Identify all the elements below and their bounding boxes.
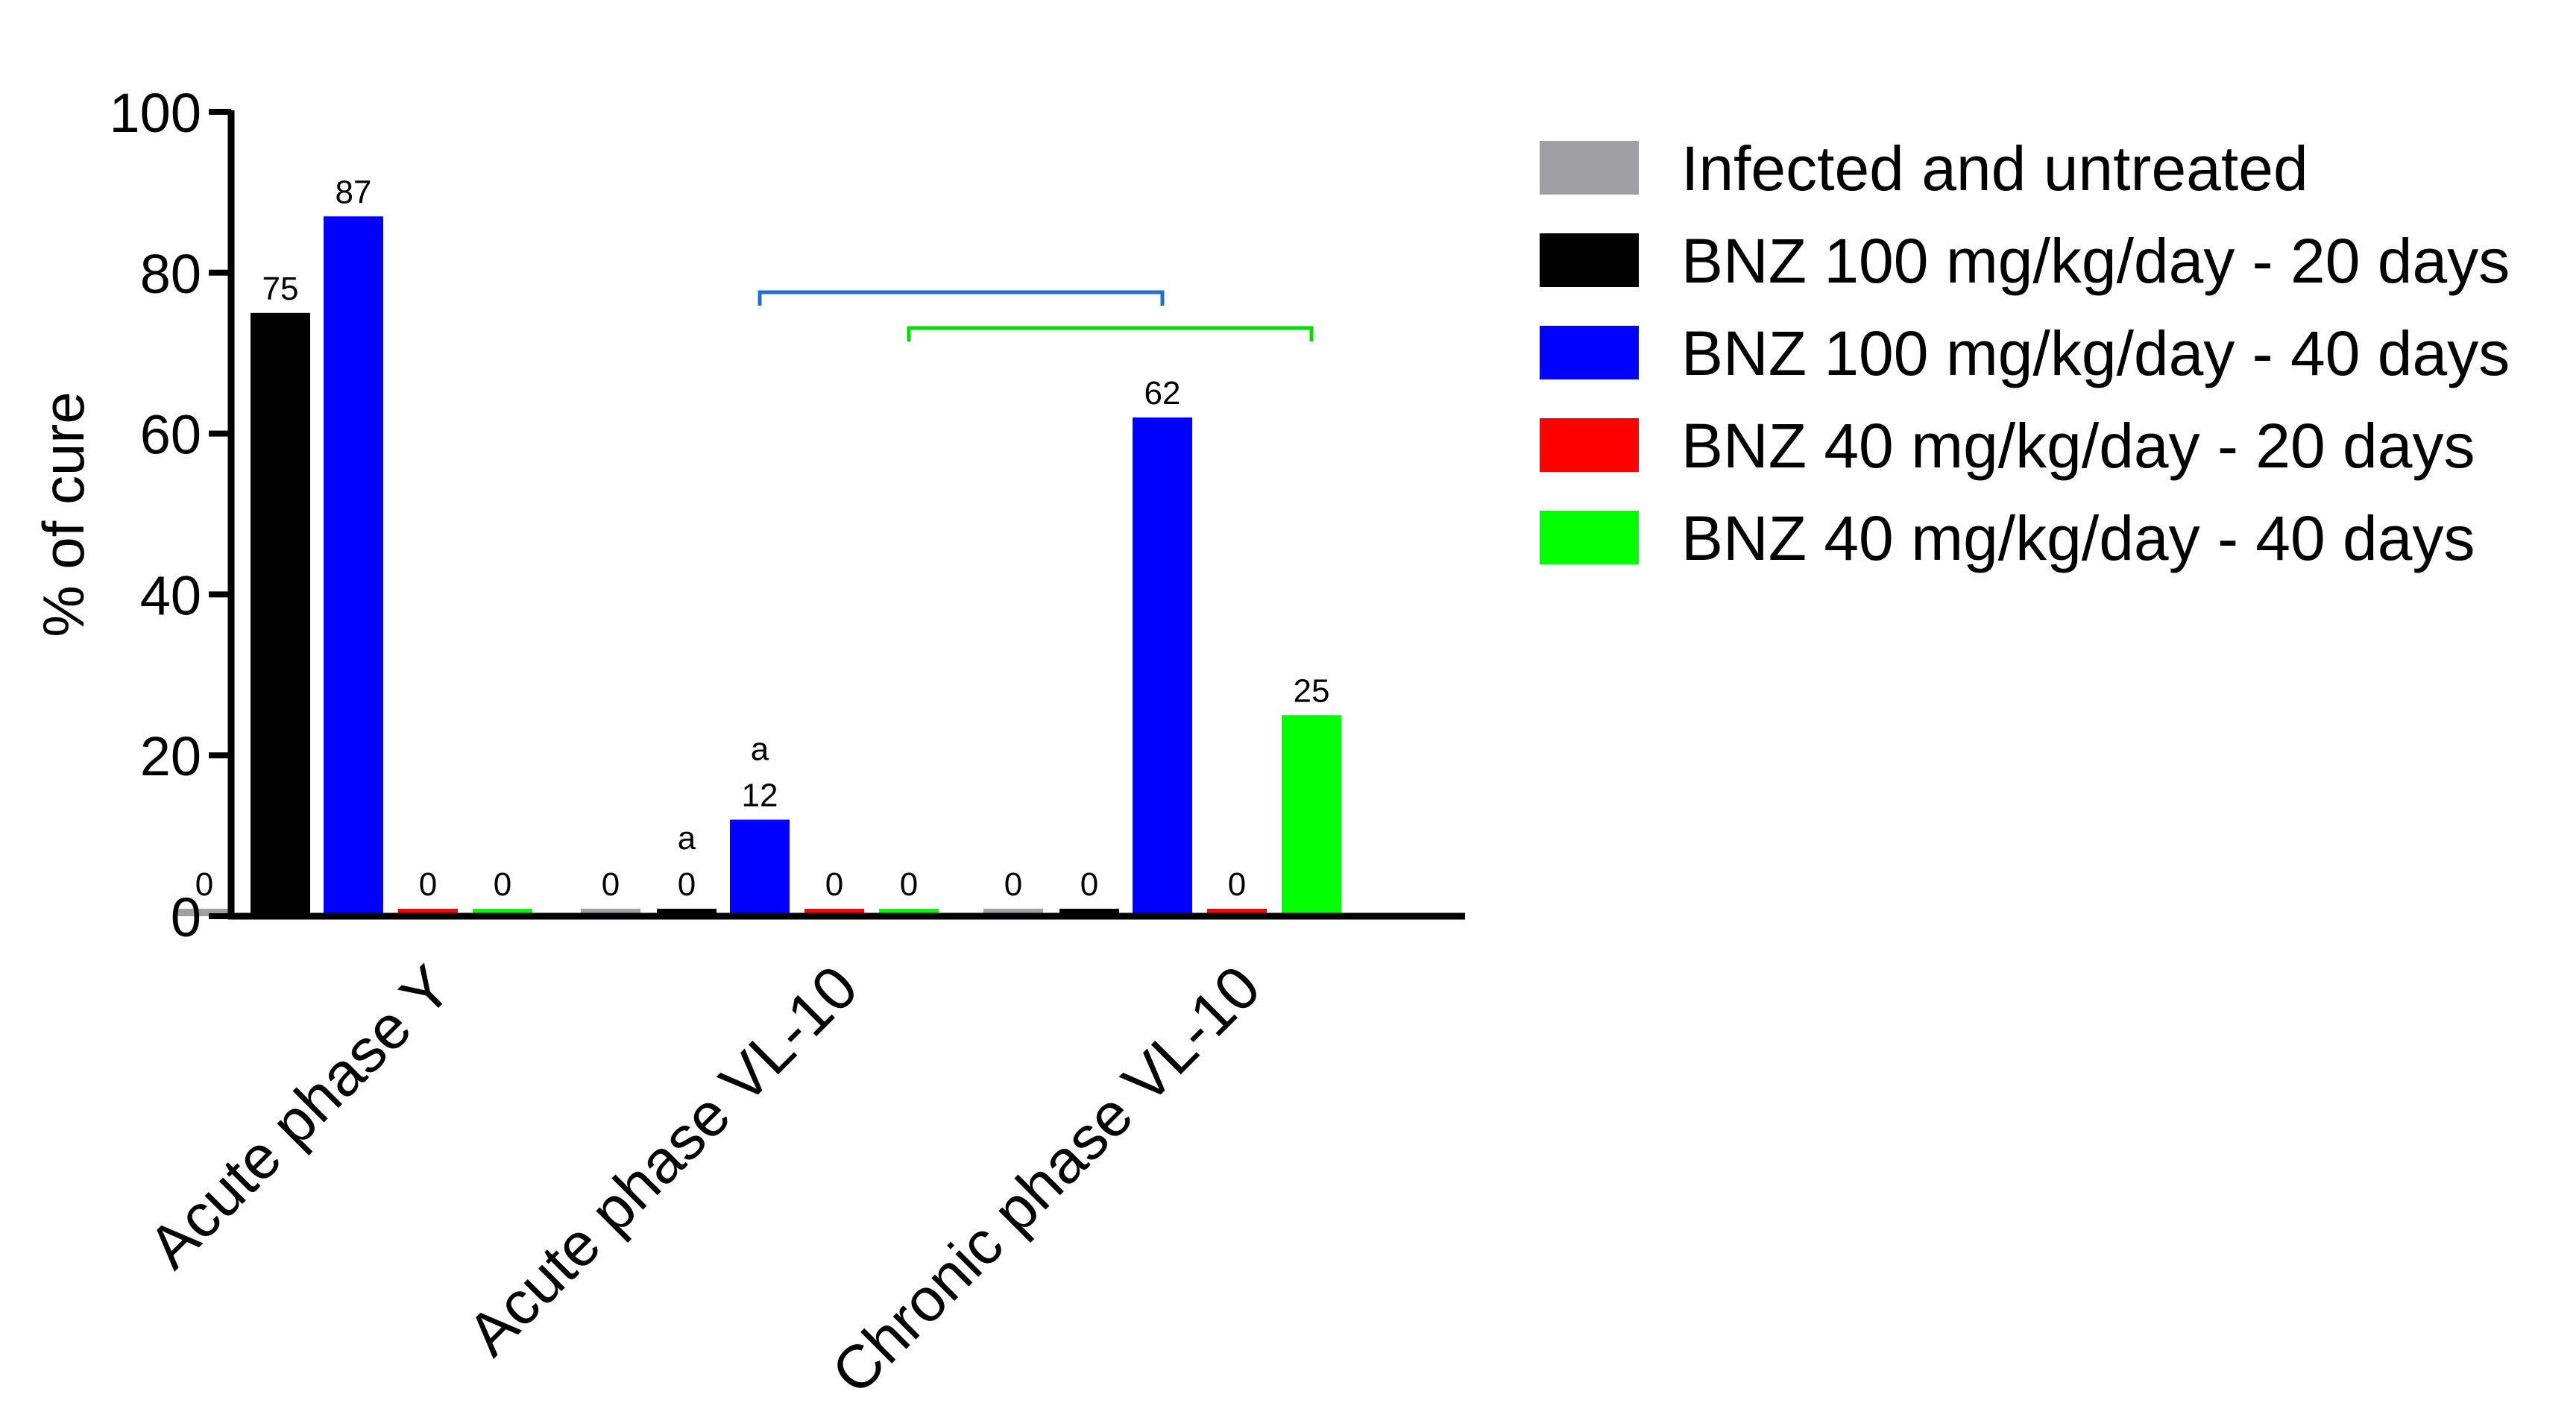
legend-swatch bbox=[1540, 233, 1639, 287]
comparison-bracket bbox=[907, 326, 1314, 341]
data-label: 0 bbox=[1080, 866, 1098, 903]
comparison-bracket bbox=[758, 290, 1165, 306]
x-category-label: Acute phase VL-10 bbox=[455, 953, 871, 1369]
data-label: 0 bbox=[1004, 866, 1022, 903]
data-label: 62 bbox=[1144, 375, 1181, 412]
data-label: 0 bbox=[195, 866, 213, 903]
data-label: 12 bbox=[742, 778, 778, 814]
bar bbox=[879, 909, 939, 916]
bar bbox=[398, 909, 458, 916]
brackets-layer bbox=[758, 290, 1314, 341]
legend-swatch bbox=[1540, 326, 1639, 379]
data-label: 0 bbox=[1228, 866, 1246, 903]
y-axis-title: % of cure bbox=[31, 391, 96, 637]
bar bbox=[473, 909, 532, 916]
axes-layer: 0 20 40 60 80 100 % of cure Acute phase YAcute … bbox=[31, 82, 1465, 1403]
bar bbox=[1133, 417, 1192, 916]
data-label: 0 bbox=[419, 866, 437, 903]
y-tick-label: 60 bbox=[140, 404, 201, 466]
bar bbox=[1059, 909, 1119, 916]
bar bbox=[730, 819, 790, 916]
bar bbox=[983, 909, 1043, 916]
legend-label: Infected and untreated bbox=[1681, 133, 2308, 204]
bars-layer bbox=[174, 216, 1341, 916]
bar bbox=[174, 909, 234, 916]
y-tick-label: 0 bbox=[171, 886, 201, 948]
legend: Infected and untreated BNZ 100 mg/kg/day … bbox=[1540, 133, 2510, 573]
legend-label: BNZ 100 mg/kg/day - 20 days bbox=[1681, 226, 2510, 296]
y-tick-label: 100 bbox=[110, 82, 201, 144]
bar bbox=[1207, 909, 1267, 916]
y-tick-label: 40 bbox=[140, 564, 201, 626]
data-label: 0 bbox=[678, 866, 696, 903]
significance-annotation: a bbox=[751, 731, 769, 768]
bar bbox=[804, 909, 864, 916]
legend-label: BNZ 40 mg/kg/day - 20 days bbox=[1681, 411, 2475, 481]
data-label: 0 bbox=[602, 866, 620, 903]
x-category-label: Acute phase Y bbox=[136, 953, 464, 1281]
y-tick-label: 80 bbox=[140, 243, 201, 305]
legend-label: BNZ 40 mg/kg/day - 40 days bbox=[1681, 503, 2475, 573]
x-category-label: Chronic phase VL-10 bbox=[819, 953, 1273, 1399]
legend-swatch bbox=[1540, 511, 1639, 564]
data-label: 87 bbox=[336, 174, 372, 210]
data-label: 75 bbox=[262, 271, 299, 307]
legend-swatch bbox=[1540, 141, 1639, 195]
bar bbox=[657, 909, 717, 916]
data-label: 25 bbox=[1294, 672, 1330, 709]
data-label: 0 bbox=[494, 866, 511, 903]
legend-swatch bbox=[1540, 418, 1639, 472]
bar bbox=[1282, 715, 1341, 916]
bar bbox=[324, 216, 383, 916]
significance-annotation: a bbox=[678, 820, 696, 857]
legend-label: BNZ 100 mg/kg/day - 40 days bbox=[1681, 318, 2510, 388]
data-label: 0 bbox=[825, 866, 843, 903]
data-label: 0 bbox=[900, 866, 918, 903]
bar bbox=[581, 909, 640, 916]
y-tick-label: 20 bbox=[140, 725, 201, 787]
labels-layer: 0 0 0 75 0 a 0 87 12 a 62 0 0 0 0 0 25 bbox=[195, 174, 1330, 903]
bar bbox=[251, 312, 310, 916]
